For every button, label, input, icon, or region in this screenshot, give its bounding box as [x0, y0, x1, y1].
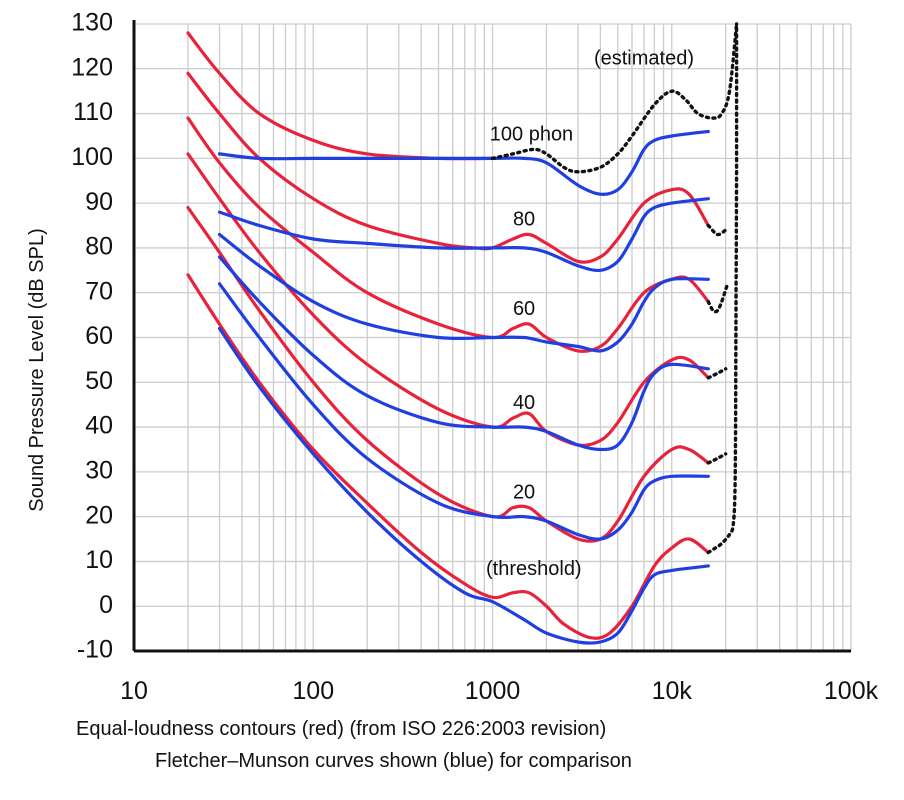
iso-curve-3: [186, 152, 710, 448]
fm-curve-9: [217, 255, 710, 452]
y-tick-label: 10: [85, 546, 113, 574]
fm-curve-10: [217, 282, 710, 541]
estimated-curves: [490, 22, 739, 555]
curve-annotation: 100 phon: [490, 123, 573, 145]
y-tick-label: 20: [85, 501, 113, 529]
estimated-curve-13: [706, 223, 728, 237]
iso-curve-1: [186, 71, 710, 264]
axes: [132, 20, 851, 653]
estimated-curve-16: [706, 452, 728, 465]
x-tick-label: 100k: [824, 677, 879, 705]
fm-curve-8: [217, 232, 710, 353]
y-tick-label: 80: [85, 233, 113, 261]
fm-curve-11: [217, 326, 710, 645]
x-tick-label: 10: [120, 677, 148, 705]
y-tick-label: 90: [85, 188, 113, 216]
caption-line-1: Equal-loudness contours (red) (from ISO …: [76, 718, 607, 740]
estimated-curve-12: [490, 22, 739, 174]
y-tick-label: 30: [85, 456, 113, 484]
y-tick-label: 0: [99, 591, 113, 619]
y-tick-label: 60: [85, 322, 113, 350]
estimated-curve-15: [706, 367, 728, 380]
curve-annotation: 60: [513, 298, 535, 320]
estimated-curve-14: [706, 282, 730, 314]
y-tick-label: 100: [71, 143, 113, 171]
y-tick-label: 110: [73, 98, 113, 126]
estimated-curve-17: [706, 22, 739, 555]
y-tick-label: 40: [85, 412, 113, 440]
curve-annotation: (estimated): [594, 47, 694, 69]
x-tick-label: 100: [292, 677, 334, 705]
iso-curves: [186, 31, 710, 640]
fm-curve-7: [217, 197, 710, 273]
iso-curve-0: [186, 31, 495, 161]
iso-curve-4: [186, 206, 710, 543]
fm-curve-6: [217, 129, 710, 196]
curve-annotation: 80: [513, 209, 535, 231]
y-tick-label: -10: [77, 636, 113, 664]
curve-annotation: 20: [513, 482, 535, 504]
y-tick-label: 70: [85, 277, 113, 305]
x-tick-label: 1000: [465, 677, 521, 705]
y-tick-label: 120: [71, 53, 113, 81]
caption-line-2: Fletcher–Munson curves shown (blue) for …: [155, 750, 632, 772]
iso-curve-2: [186, 116, 710, 353]
y-tick-label: 130: [71, 9, 113, 37]
curve-annotation: 40: [513, 392, 535, 414]
x-tick-labels: 10 100 1000 10k 100k: [120, 677, 879, 705]
y-tick-label: 50: [85, 367, 113, 395]
y-axis-label: Sound Pressure Level (dB SPL): [26, 228, 48, 512]
iso-curve-5: [186, 273, 710, 640]
annotations: (estimated) 100 phon 80 60 40 20 (threshold): [486, 47, 694, 580]
fletcher-munson-curves: [217, 129, 710, 645]
curve-annotation: (threshold): [486, 558, 582, 580]
x-tick-label: 10k: [652, 677, 693, 705]
